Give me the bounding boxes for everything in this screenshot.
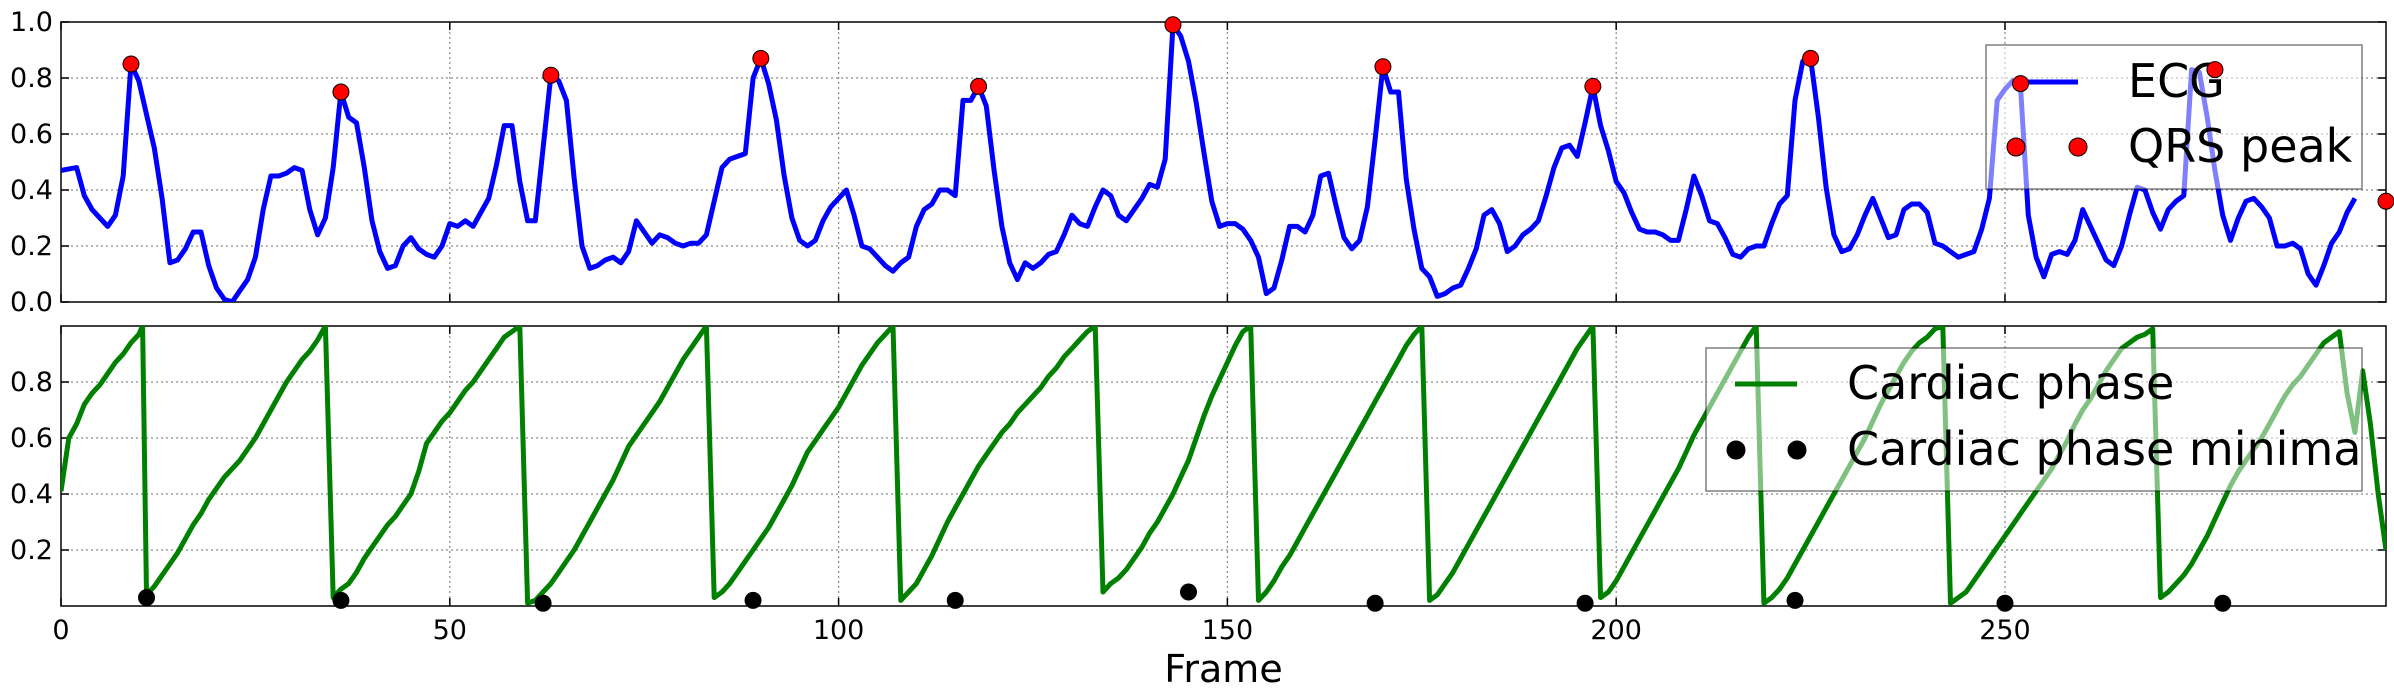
legend-cardiac-phase-label: Cardiac phase xyxy=(1847,356,2174,410)
qrs-peak-marker xyxy=(1802,49,1820,67)
qrs-peak-marker xyxy=(332,83,350,101)
cardiac-phase-line xyxy=(61,326,2386,606)
qrs-peak-marker xyxy=(122,55,140,73)
axes-frame xyxy=(60,325,2387,607)
qrs-peak-marker xyxy=(2206,61,2224,79)
x-tick-label: 150 xyxy=(1202,615,1254,646)
legend-box xyxy=(1705,347,2363,492)
legend-cardiac-phase-minima-swatch xyxy=(1787,440,1807,460)
y-tick-label: 0.4 xyxy=(10,175,53,206)
legend-cardiac-phase-minima-swatch xyxy=(1726,440,1746,460)
ecg-line xyxy=(61,22,2358,302)
qrs-peak-marker xyxy=(970,77,988,95)
qrs-peak-marker xyxy=(1584,77,1602,95)
x-axis-label: Frame xyxy=(1164,647,1282,691)
cardiac-phase-minima-marker xyxy=(1996,594,2014,612)
qrs-peak-marker xyxy=(1164,16,1182,34)
plot-area xyxy=(61,326,2386,606)
legend-qrs-peak-swatch xyxy=(2006,137,2026,157)
y-tick-label: 0.2 xyxy=(10,535,53,566)
qrs-peak-marker xyxy=(2012,75,2030,93)
y-tick-label: 0.2 xyxy=(10,231,53,262)
legend-qrs-peak-label: QRS peak xyxy=(2128,119,2353,173)
y-tick-label: 0.0 xyxy=(10,287,53,318)
panel-1: 0.0 0.2 0.4 0.6 0.8 1.0 ECG QRS peak xyxy=(10,7,2387,318)
y-tick-label: 1.0 xyxy=(10,7,53,38)
y-tick-label: 0.8 xyxy=(10,367,53,398)
cardiac-phase-minima-marker xyxy=(744,591,762,609)
y-tick-label: 0.4 xyxy=(10,479,53,510)
qrs-peak-marker xyxy=(542,66,560,84)
y-tick-label: 0.8 xyxy=(10,63,53,94)
cardiac-phase-minima-marker xyxy=(946,591,964,609)
legend-qrs-peak-swatch xyxy=(2068,137,2088,157)
cardiac-phase-minima-marker xyxy=(138,589,156,607)
legend-cardiac-phase-minima-label: Cardiac phase minima xyxy=(1847,422,2361,476)
y-tick-label: 0.6 xyxy=(10,423,53,454)
cardiac-phase-minima-marker xyxy=(534,594,552,612)
plot-area xyxy=(61,22,2358,302)
cardiac-phase-minima-marker xyxy=(2214,594,2232,612)
axes-frame xyxy=(60,21,2387,303)
legend-box xyxy=(1985,44,2363,190)
cardiac-phase-minima-marker xyxy=(332,591,350,609)
x-tick-label: 0 xyxy=(52,615,69,646)
qrs-peak-marker xyxy=(752,49,770,67)
cardiac-phase-minima-marker xyxy=(1786,591,1804,609)
legend-ecg-label: ECG xyxy=(2128,54,2225,108)
qrs-peak-marker xyxy=(1374,58,1392,76)
x-tick-label: 200 xyxy=(1590,615,1642,646)
panel-2: 0.2 0.4 0.6 0.8 0 50 100 150 200 250 Frame Cardiac … xyxy=(10,325,2387,691)
legend: Cardiac phase Cardiac phase minima xyxy=(1705,347,2363,492)
legend: ECG QRS peak xyxy=(1985,44,2363,190)
x-tick-label: 100 xyxy=(813,615,865,646)
qrs-peak-marker xyxy=(2377,192,2394,210)
cardiac-phase-minima-marker xyxy=(1180,583,1198,601)
x-tick-label: 250 xyxy=(1979,615,2031,646)
cardiac-phase-minima-marker xyxy=(1576,594,1594,612)
y-tick-label: 0.6 xyxy=(10,119,53,150)
x-tick-label: 50 xyxy=(433,615,467,646)
cardiac-phase-minima-marker xyxy=(1366,594,1384,612)
